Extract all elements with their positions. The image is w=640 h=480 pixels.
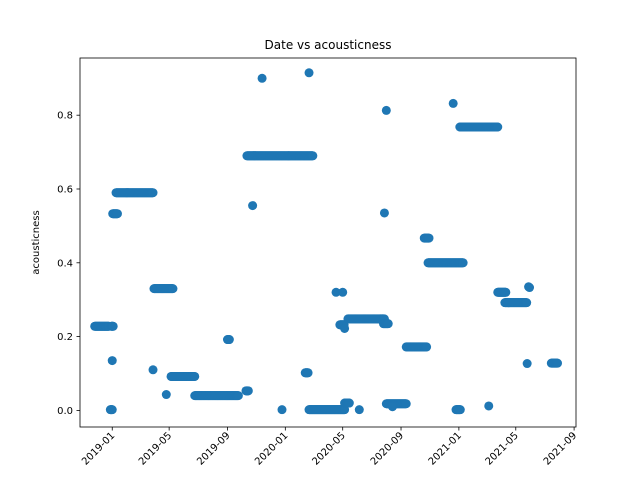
data-points — [90, 68, 563, 415]
data-point — [248, 201, 258, 211]
data-point — [553, 358, 563, 368]
data-point — [338, 287, 348, 297]
data-point — [354, 405, 364, 415]
data-point — [148, 365, 158, 375]
data-point — [455, 405, 465, 415]
data-point — [277, 405, 287, 415]
data-point — [424, 233, 434, 243]
data-point — [243, 386, 253, 396]
y-tick-label: 0.8 — [57, 111, 73, 122]
data-point — [383, 319, 393, 329]
data-point — [233, 391, 243, 401]
y-tick-label: 0.6 — [57, 184, 73, 195]
plot-frame — [79, 57, 577, 428]
data-point — [107, 405, 117, 415]
data-point — [108, 321, 118, 331]
data-point — [401, 399, 411, 409]
y-tick-label: 0.0 — [57, 406, 73, 417]
y-tick-label: 0.2 — [57, 332, 73, 343]
data-point — [331, 287, 341, 297]
data-point — [522, 298, 532, 308]
data-point — [379, 208, 389, 218]
data-point — [112, 209, 122, 219]
data-point — [308, 151, 318, 161]
data-point — [484, 401, 494, 411]
data-point — [525, 283, 535, 293]
data-point — [422, 342, 432, 352]
data-point — [344, 398, 354, 408]
y-axis-label: acousticness — [31, 210, 42, 274]
data-point — [161, 390, 171, 400]
data-point — [257, 73, 267, 83]
data-point — [493, 122, 503, 132]
y-axis: 0.0 0.2 0.4 0.6 0.8 — [57, 111, 80, 417]
data-point — [224, 335, 234, 345]
data-point — [340, 323, 350, 333]
data-point — [107, 356, 117, 366]
data-point — [387, 402, 397, 412]
data-point — [303, 368, 313, 378]
data-point — [168, 284, 178, 294]
data-point — [448, 98, 458, 108]
data-point — [304, 68, 314, 78]
data-point — [190, 371, 200, 381]
data-point — [148, 188, 158, 198]
data-point — [522, 359, 532, 369]
data-point — [381, 105, 391, 115]
data-point — [458, 258, 468, 268]
y-tick-label: 0.4 — [57, 258, 73, 269]
chart-title: Date vs acousticness — [265, 38, 392, 52]
data-point — [501, 287, 511, 297]
